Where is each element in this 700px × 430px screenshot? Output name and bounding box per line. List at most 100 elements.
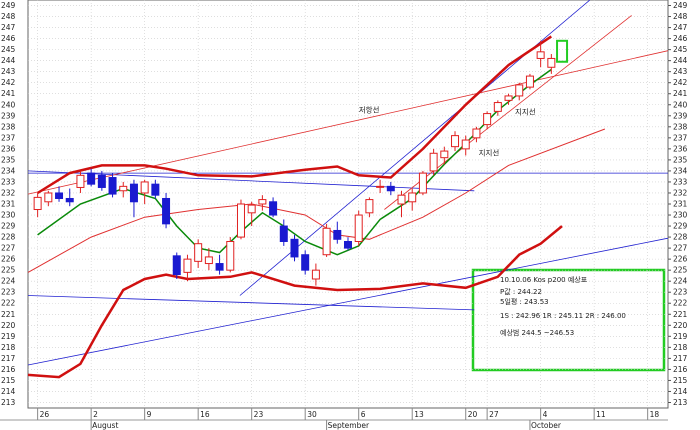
y-tick-label: 227 (673, 244, 688, 253)
x-tick-label: 6 (361, 410, 366, 419)
line-label: 지지선 (515, 108, 536, 117)
y-tick-label: 223 (1, 288, 16, 297)
candle-body (547, 57, 556, 68)
y-tick-label: 239 (673, 111, 688, 120)
y-tick-label: 233 (673, 177, 688, 186)
y-tick-label: 249 (673, 1, 688, 10)
candle-body (151, 183, 160, 196)
month-label: August (92, 421, 118, 430)
x-tick-label: 27 (489, 410, 499, 419)
annotation-text: 5일평 : 243.53 (500, 297, 549, 306)
y-tick-label: 221 (673, 310, 688, 319)
y-tick-label: 224 (1, 277, 16, 286)
y-tick-label: 241 (1, 89, 16, 98)
y-tick-label: 247 (1, 23, 16, 32)
indicator-line (27, 225, 563, 379)
y-tick-label: 243 (673, 67, 688, 76)
candle-body (472, 128, 481, 139)
y-tick-label: 242 (673, 78, 688, 87)
y-tick-label: 225 (673, 266, 688, 275)
y-tick-label: 235 (673, 155, 688, 164)
y-tick-label: 246 (1, 34, 16, 43)
y-tick-label: 241 (673, 89, 688, 98)
x-tick-label: 20 (468, 410, 478, 419)
candle-body (504, 95, 513, 101)
candle-body (162, 197, 171, 225)
y-tick-label: 238 (673, 122, 688, 131)
x-tick-label: 26 (40, 410, 50, 419)
x-tick-label: 11 (596, 410, 606, 419)
candle-body (269, 201, 278, 216)
y-tick-label: 236 (673, 144, 688, 153)
y-tick-label: 240 (1, 100, 16, 109)
candle-body (536, 51, 545, 59)
y-tick-label: 236 (1, 144, 16, 153)
y-tick-label: 245 (673, 45, 688, 54)
y-tick-label: 213 (1, 398, 16, 407)
candle-body (172, 255, 181, 276)
y-tick-label: 213 (673, 398, 688, 407)
candle-body (44, 192, 53, 203)
candle-body (204, 256, 213, 265)
annotation-text: 예상범 244.5 ~246.53 (500, 328, 574, 337)
y-tick-label: 233 (1, 177, 16, 186)
x-tick-label: 13 (414, 410, 424, 419)
annotation-text: 10.10.06 Kos p200 예상표 (500, 275, 588, 284)
candle-body (493, 102, 502, 112)
candle-body (33, 196, 42, 211)
line-label: 저항선 (359, 105, 380, 114)
candle-body (311, 269, 320, 280)
candle-body (247, 204, 256, 214)
candle-body (451, 135, 460, 148)
y-tick-label: 216 (1, 365, 16, 374)
candle-body (440, 150, 449, 159)
candle-body (354, 214, 363, 242)
trend-line (27, 237, 669, 366)
trend-line (27, 170, 475, 192)
x-tick-label: 30 (307, 410, 317, 419)
y-tick-label: 230 (1, 211, 16, 220)
y-tick-label: 215 (673, 376, 688, 385)
y-tick-label: 237 (673, 133, 688, 142)
y-tick-label: 244 (673, 56, 688, 65)
y-tick-label: 238 (1, 122, 16, 131)
forecast-box (556, 39, 569, 63)
y-tick-label: 244 (1, 56, 16, 65)
candle-body (408, 192, 417, 203)
candle-body (279, 225, 288, 242)
y-tick-label: 234 (673, 166, 688, 175)
candle-body (183, 258, 192, 273)
y-tick-label: 217 (673, 354, 688, 363)
x-tick-label: 4 (543, 410, 548, 419)
y-tick-label: 219 (1, 332, 16, 341)
y-tick-label: 248 (673, 12, 688, 21)
candle-body (290, 238, 299, 258)
indicator-line (27, 128, 606, 273)
y-tick-label: 231 (1, 200, 16, 209)
candle-body (429, 152, 438, 172)
y-tick-label: 217 (1, 354, 16, 363)
y-tick-label: 214 (673, 387, 688, 396)
candle-body (97, 174, 106, 188)
candle-body (397, 194, 406, 205)
y-tick-label: 242 (1, 78, 16, 87)
x-tick-label: 16 (200, 410, 210, 419)
y-tick-label: 214 (1, 387, 16, 396)
candle-body (226, 240, 235, 271)
candle-body (76, 174, 85, 188)
candle-body (483, 113, 492, 126)
y-tick-label: 224 (673, 277, 688, 286)
candle-body (258, 199, 267, 205)
y-tick-label: 247 (673, 23, 688, 32)
y-tick-label: 235 (1, 155, 16, 164)
candle-body (108, 177, 117, 195)
candle-body (376, 185, 385, 188)
y-tick-label: 220 (1, 321, 16, 330)
candle-body (236, 203, 245, 238)
candle-body (461, 139, 470, 150)
line-label: 지지선 (479, 148, 500, 157)
y-tick-label: 239 (1, 111, 16, 120)
y-tick-label: 215 (1, 376, 16, 385)
month-label: September (328, 421, 370, 430)
y-tick-label: 225 (1, 266, 16, 275)
